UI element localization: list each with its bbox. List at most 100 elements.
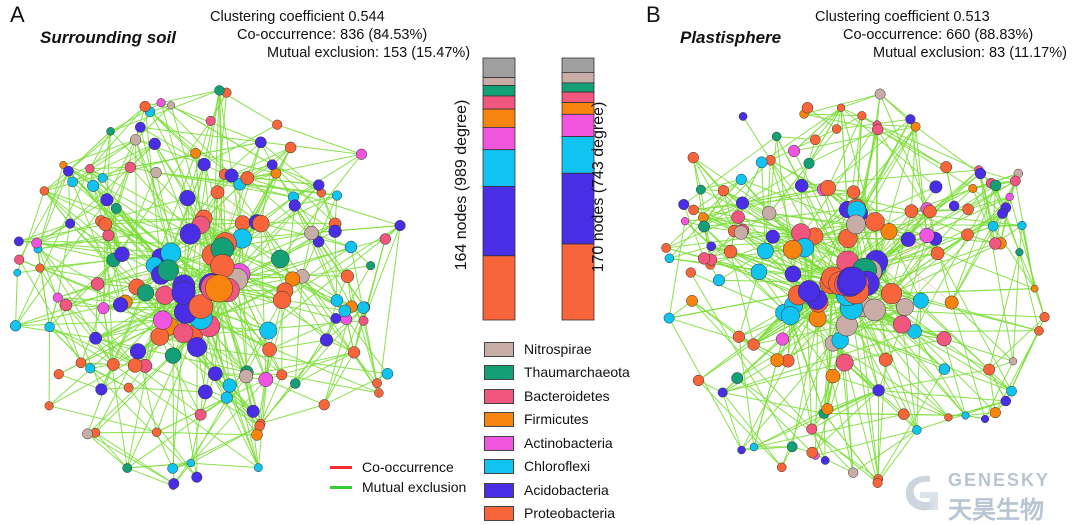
soil-node	[272, 120, 282, 130]
plastisphere-node	[873, 478, 882, 487]
soil-node	[40, 187, 49, 196]
legend-swatch	[484, 389, 514, 404]
soil-node	[91, 277, 104, 290]
soil-node	[82, 429, 92, 439]
plastisphere-node	[707, 242, 716, 251]
soil-node	[98, 173, 107, 182]
soil-node	[101, 194, 114, 207]
legend-item-thaumarchaeota: Thaumarchaeota	[484, 362, 630, 382]
soil-node	[180, 190, 196, 206]
plastisphere-node	[1016, 248, 1024, 256]
plastisphere-node	[879, 353, 892, 366]
soil-node	[96, 384, 108, 396]
plastisphere-edge	[815, 430, 916, 456]
legend-item-acidobacteria: Acidobacteria	[484, 480, 609, 500]
plastisphere-node	[989, 238, 1001, 250]
soil-node	[60, 299, 72, 311]
plastisphere-node	[736, 174, 747, 185]
watermark-brand: GENESKY	[948, 470, 1050, 491]
soil-node	[14, 255, 24, 265]
plastisphere-node	[1009, 357, 1017, 365]
soil-node	[103, 230, 114, 241]
panel-a-title: Surrounding soil	[40, 28, 176, 48]
soil-node	[195, 409, 206, 420]
soil-node	[252, 215, 269, 232]
plastisphere-edge	[841, 94, 880, 108]
watermark-brand-cn: 天昊生物	[948, 490, 1044, 525]
soil-node	[113, 297, 128, 312]
plastisphere-node	[975, 168, 986, 179]
soil-edge	[19, 260, 81, 363]
soil-edge	[59, 374, 102, 389]
plastisphere-node	[686, 295, 697, 306]
plastisphere-node	[1034, 326, 1043, 335]
soil-node	[329, 225, 342, 238]
soil-node	[140, 101, 151, 112]
plastisphere-edge	[877, 125, 916, 127]
plastisphere-edge	[743, 116, 770, 160]
soil-node	[271, 250, 289, 268]
soil-node	[348, 346, 360, 358]
soil-node	[395, 220, 406, 231]
soil-node	[366, 261, 374, 269]
soil-node	[45, 402, 54, 411]
plastisphere-node	[772, 132, 781, 141]
plastisphere-node	[762, 206, 776, 220]
plastisphere-node	[940, 161, 951, 172]
plastisphere-node	[748, 339, 760, 351]
soil-node	[180, 224, 201, 245]
plastisphere-node	[962, 412, 970, 420]
plastisphere-node	[693, 375, 704, 386]
soil-node	[223, 379, 237, 393]
soil-node	[187, 337, 206, 356]
legend-item-chloroflexi: Chloroflexi	[484, 456, 590, 476]
plastisphere-node	[866, 212, 885, 231]
soil-node	[262, 342, 276, 356]
soil-node	[169, 478, 179, 488]
soil-node	[85, 164, 94, 173]
network-plastisphere	[661, 89, 1049, 488]
plastisphere-node	[990, 180, 1001, 191]
plastisphere-node	[1010, 176, 1020, 186]
plastisphere-node	[821, 456, 829, 464]
plastisphere-node	[696, 185, 705, 194]
soil-node	[168, 463, 178, 473]
plastisphere-edge	[878, 129, 973, 188]
soil-node	[167, 102, 175, 110]
watermark-logo: GENESKY 天昊生物	[900, 468, 1075, 520]
soil-edge	[161, 90, 219, 102]
plastisphere-node	[836, 354, 853, 371]
panel-b-exclusion: Mutual exclusion: 83 (11.17%)	[873, 44, 1067, 62]
legend-swatch	[484, 412, 514, 427]
plastisphere-node	[776, 333, 789, 346]
plastisphere-edge	[892, 289, 1035, 294]
plastisphere-node	[820, 180, 836, 196]
composition-bar-surrounding-soil	[483, 58, 515, 320]
edge-legend-exclusion: Mutual exclusion	[330, 478, 466, 496]
soil-bar-segment-other	[483, 58, 515, 78]
plastisphere-edge	[1013, 252, 1019, 361]
plastisphere-node	[732, 211, 745, 224]
plastisphere-node	[718, 388, 727, 397]
soil-node	[124, 383, 133, 392]
soil-node	[151, 328, 169, 346]
soil-node	[152, 428, 161, 437]
plastisphere-node	[857, 111, 866, 120]
soil-edge	[16, 273, 18, 326]
plastisphere-node	[757, 243, 773, 259]
plastisphere-node	[1006, 386, 1016, 396]
soil-bar-segment-actinobacteria	[483, 127, 515, 149]
soil-node	[356, 149, 367, 160]
plastisphere-node	[837, 104, 845, 112]
edge-legend-label: Co-occurrence	[362, 459, 454, 475]
legend-item-proteobacteria: Proteobacteria	[484, 503, 615, 523]
legend-label: Thaumarchaeota	[524, 364, 630, 380]
soil-node	[125, 162, 136, 173]
plastisphere-edge	[669, 221, 685, 318]
soil-node	[99, 218, 112, 231]
soil-node	[165, 348, 181, 364]
plastisphere-node	[939, 364, 950, 375]
soil-node	[267, 160, 277, 170]
soil-edge	[135, 365, 200, 414]
soil-node	[255, 137, 266, 148]
